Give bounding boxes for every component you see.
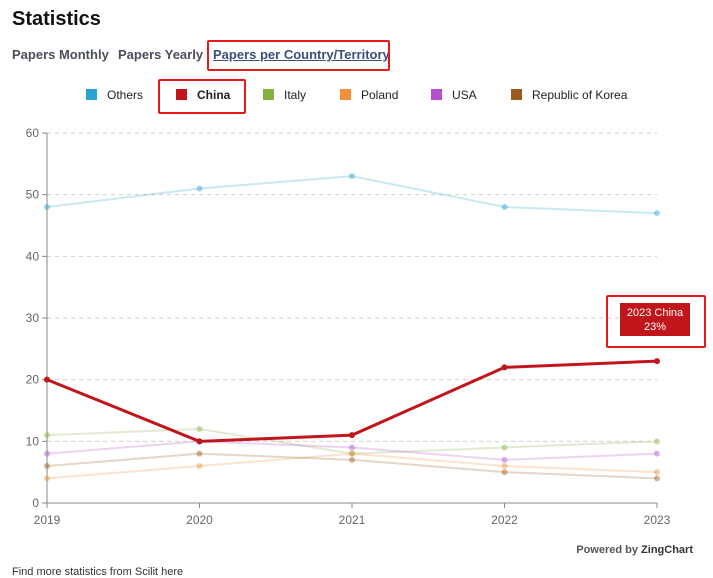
data-point-poland [44,475,50,482]
x-tick-label: 2023 [644,513,671,527]
highlight-legend-box [158,79,246,114]
data-point-poland [654,469,660,476]
legend-label: Italy [284,88,307,102]
chart-grid [47,132,657,442]
data-point-republic-of-korea [654,475,660,482]
legend-swatch-italy [263,89,274,100]
legend-swatch-others [86,89,97,100]
x-tick-label: 2022 [491,513,518,527]
series-republic-of-korea [44,450,660,482]
series-italy [44,426,660,457]
y-tick-label: 10 [26,434,40,448]
legend-label: Others [107,88,144,102]
tab-papers-yearly[interactable]: Papers Yearly [118,47,204,62]
legend-label: Republic of Korea [532,88,628,102]
powered-by[interactable]: Powered by ZingChart [576,544,693,556]
highlight-tooltip-box [606,295,706,348]
x-tick-label: 2021 [339,513,366,527]
legend-item-republic-of-korea[interactable]: Republic of Korea [511,88,627,102]
y-tick-label: 40 [26,249,40,263]
y-tick-label: 50 [26,188,40,202]
data-point-usa [501,456,508,463]
data-point-usa [654,450,660,457]
y-tick-label: 0 [32,496,39,510]
legend-label: China [197,88,231,102]
legend-swatch-usa [431,89,442,100]
data-point-others [654,210,660,217]
x-tick-label: 2020 [186,513,213,527]
chart-tooltip: 2023 China 23% [620,303,690,336]
x-tick-label: 2019 [34,513,61,527]
data-point-poland [349,450,355,457]
series-others [44,173,660,217]
legend-swatch-china [176,89,187,100]
y-tick-label: 30 [26,311,40,325]
data-point-poland [196,463,203,469]
highlight-tab-box [207,40,390,71]
powered-prefix: Powered by [576,544,638,556]
data-point-republic-of-korea [349,456,355,463]
y-tick-label: 60 [26,126,40,140]
data-point-italy [44,432,50,439]
series-line-republic-of-korea [46,452,658,480]
legend-item-others[interactable]: Others [86,88,143,102]
data-point-republic-of-korea [44,463,50,469]
data-point-italy [654,438,660,445]
legend-swatch-republic-of-korea [511,89,522,100]
legend-label: USA [452,88,477,102]
data-point-others [501,204,508,210]
data-point-italy [349,450,355,457]
series-line-poland [46,452,658,480]
data-point-others [349,173,355,180]
tooltip-line-2: 23% [643,321,667,333]
data-point-china [196,438,203,445]
series-china [44,358,660,445]
legend-item-poland[interactable]: Poland [340,88,398,102]
footnote: Find more statistics from Scilit here [12,566,184,578]
data-point-italy [501,444,508,451]
data-point-usa [349,444,355,451]
series-line-china [46,359,658,443]
legend-item-italy[interactable]: Italy [263,88,306,102]
series-line-others [46,175,658,215]
zingchart-brand: ZingChart [641,544,693,556]
data-point-china [44,376,50,383]
data-point-china [654,358,660,365]
data-point-others [44,204,50,210]
tab-papers-monthly[interactable]: Papers Monthly [12,47,109,62]
legend-swatch-poland [340,89,351,100]
legend-label: Poland [361,88,399,102]
data-point-republic-of-korea [501,469,508,476]
page-title: Statistics [12,8,101,30]
chart-series [44,173,660,482]
series-poland [44,450,660,482]
series-line-italy [46,427,658,455]
legend-item-usa[interactable]: USA [431,88,477,102]
tab-papers-per-country[interactable]: Papers per Country/Territory [213,47,390,62]
data-point-others [196,185,203,192]
data-point-republic-of-korea [196,450,203,457]
series-line-usa [46,440,658,461]
legend-item-china[interactable]: China [176,88,230,102]
data-point-usa [44,450,50,457]
chart-axes: 0 10 20 30 40 50 60 2019 2020 2021 2022 2023 [26,126,671,527]
y-tick-label: 20 [26,373,40,387]
data-point-poland [501,463,508,469]
data-point-china [501,364,508,371]
data-point-italy [196,426,203,432]
data-point-china [349,432,355,439]
tooltip-line-1: 2023 China [626,307,684,319]
